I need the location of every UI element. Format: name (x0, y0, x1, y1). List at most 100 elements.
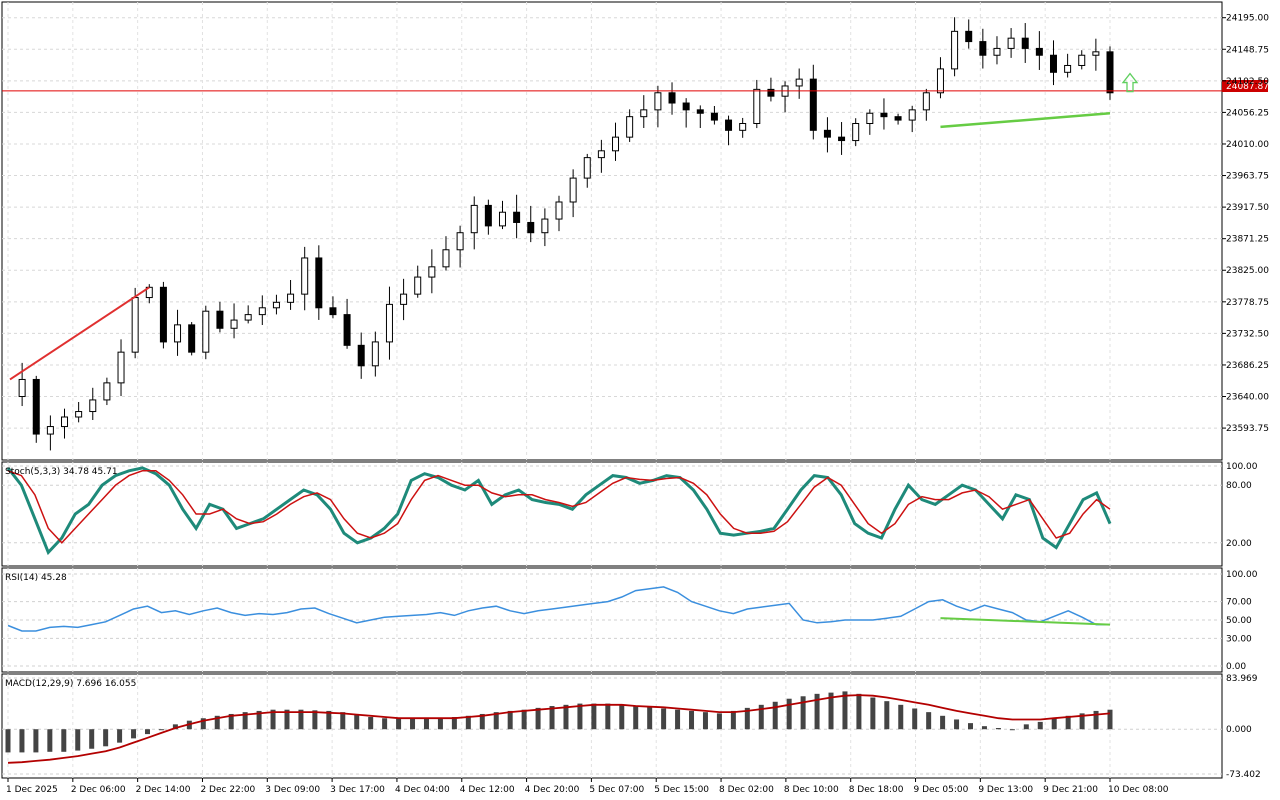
macd-histogram-bar (256, 710, 262, 730)
price-tick-label: 24148.75 (1226, 45, 1269, 55)
macd-histogram-bar (507, 710, 513, 730)
price-tick-label: 23871.25 (1226, 235, 1269, 245)
macd-histogram-bar (89, 729, 95, 749)
time-tick-label: 2 Dec 22:00 (200, 785, 255, 795)
price-candle-body (527, 221, 535, 234)
price-candle-body (612, 136, 620, 152)
stoch-lines (6, 466, 1112, 556)
price-candle-body (880, 112, 888, 118)
macd-histogram-bar (772, 701, 778, 730)
macd-histogram-bar (549, 706, 555, 730)
macd-histogram-bar (117, 729, 123, 743)
macd-histogram-bar (1107, 709, 1113, 730)
macd-histogram-bar (1023, 724, 1029, 730)
stoch-label: Stoch(5,3,3) 34.78 45.71 (5, 467, 118, 477)
macd-histogram-bar (702, 712, 708, 730)
price-candles (2, 17, 1222, 451)
macd-histogram-bar (312, 710, 318, 730)
price-candle-body (18, 378, 26, 398)
macd-histogram-bar (800, 696, 806, 730)
price-candle-body (244, 314, 252, 321)
price-candle-body (89, 399, 97, 413)
price-candle-body (428, 266, 436, 278)
macd-histogram-bar (437, 718, 443, 730)
price-candle-body (569, 177, 577, 203)
time-tick-label: 2 Dec 14:00 (136, 785, 191, 795)
macd-histogram-bar (19, 729, 25, 753)
price-candle-body (1021, 37, 1029, 49)
time-tick-label: 8 Dec 18:00 (849, 785, 904, 795)
macd-histogram-bar (995, 728, 1001, 730)
macd-histogram-bar (1065, 715, 1071, 730)
divergence-line-green-rsi (940, 617, 1111, 626)
time-tick-label: 4 Dec 12:00 (460, 785, 515, 795)
macd-histogram-bar (926, 712, 932, 730)
macd-histogram-bar (968, 723, 974, 730)
price-candle-body (668, 92, 676, 104)
price-candle-body (131, 297, 139, 353)
price-candle-body (1078, 54, 1086, 66)
macd-histogram-bar (842, 691, 848, 730)
rsi-label: RSI(14) 45.28 (5, 573, 67, 583)
price-candle-body (1092, 51, 1100, 56)
price-panel-frame (1, 1, 1223, 461)
price-candle-body (329, 307, 337, 316)
price-candle-body (61, 416, 69, 428)
price-candle-body (965, 30, 973, 43)
price-candle-body (32, 378, 40, 435)
macd-histogram-bar (619, 704, 625, 730)
price-candle-body (908, 109, 916, 121)
current-price-tag-bg (1222, 80, 1268, 92)
price-candle-body (555, 201, 563, 220)
price-candle-body (230, 319, 238, 329)
stoch-main-line (6, 466, 1112, 556)
macd-histogram-bar (675, 709, 681, 730)
price-tick-label: 24056.25 (1226, 108, 1269, 118)
time-tick-label: 5 Dec 15:00 (654, 785, 709, 795)
macd-histogram-bar (131, 729, 137, 739)
price-candle-body (597, 150, 605, 159)
price-candle-body (838, 136, 846, 142)
macd-histogram-bar (870, 697, 876, 730)
stoch-tick-label: 80.00 (1226, 481, 1252, 491)
price-candle-body (1035, 47, 1043, 56)
price-tick-label: 23686.25 (1226, 361, 1269, 371)
price-candle-body (456, 232, 464, 251)
macd-histogram-bar (326, 710, 332, 730)
price-candle-body (498, 211, 506, 227)
macd-histogram-bar (284, 709, 290, 730)
price-tick-label: 24102.50 (1226, 77, 1269, 87)
price-candle-body (385, 303, 393, 343)
macd-histogram-bar (200, 718, 206, 730)
rsi-tick-label: 30.00 (1226, 634, 1252, 644)
price-candle-body (852, 122, 860, 142)
price-candle-body (343, 314, 351, 346)
stoch-tick-label: 20.00 (1226, 539, 1252, 549)
price-candle-body (301, 257, 309, 295)
macd-histogram-bar (981, 726, 987, 730)
macd-histogram-bar (814, 693, 820, 730)
price-candle-body (470, 204, 478, 234)
rsi-tick-label: 50.00 (1226, 616, 1252, 626)
time-tick-label: 10 Dec 08:00 (1108, 785, 1169, 795)
stoch-tick-label: 100.00 (1226, 462, 1258, 472)
macd-label: MACD(12,29,9) 7.696 16.055 (5, 679, 136, 689)
price-candle-body (654, 92, 662, 111)
price-candle-body (1106, 51, 1114, 94)
macd-histogram-bar (912, 708, 918, 730)
price-candle-body (753, 88, 761, 124)
price-candle-body (682, 102, 690, 111)
macd-histogram-bar (591, 703, 597, 730)
price-candle-body (216, 310, 224, 329)
macd-histogram-bar (521, 709, 527, 730)
price-candle-body (739, 122, 747, 131)
price-candle-body (795, 78, 803, 87)
price-candle-body (541, 218, 549, 234)
macd-histogram-bar (144, 729, 150, 735)
macd-histogram-bar (647, 707, 653, 730)
price-candle-body (414, 276, 422, 295)
macd-histogram-bar (1009, 729, 1015, 731)
price-candle-body (710, 112, 718, 121)
price-tick-label: 23963.75 (1226, 172, 1269, 182)
